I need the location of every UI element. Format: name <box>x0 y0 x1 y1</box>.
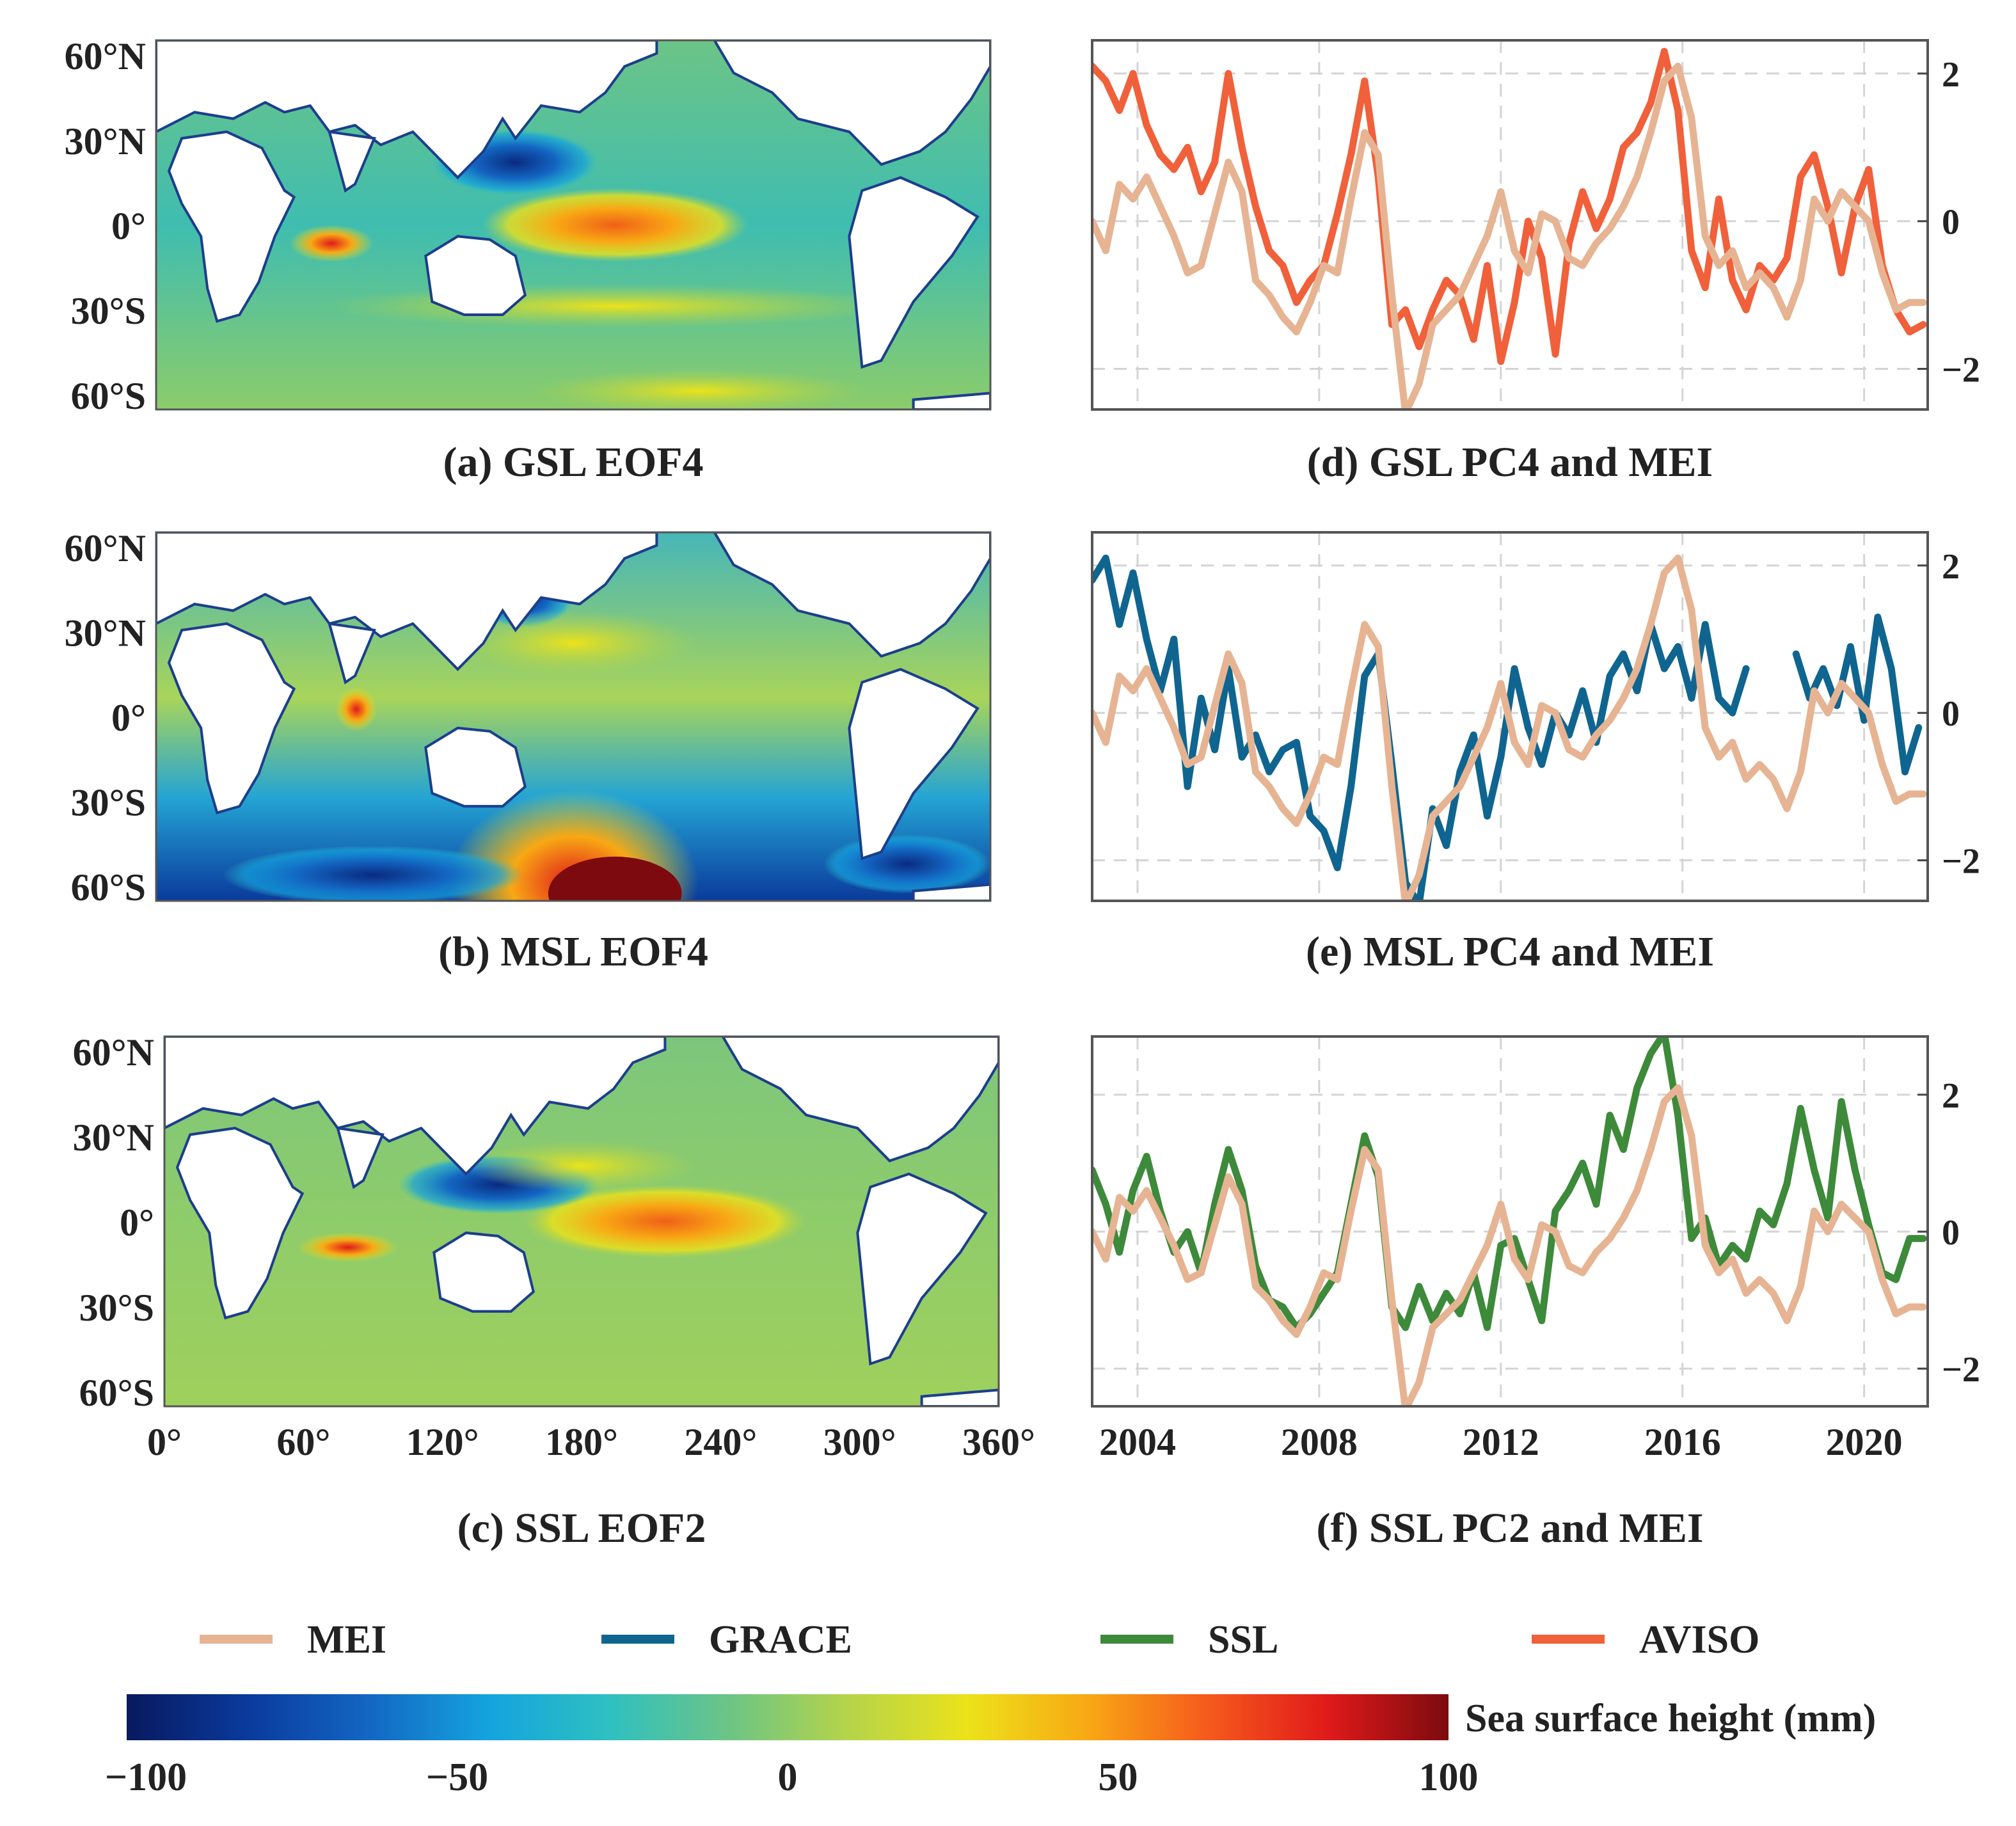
lat-tick-label: 30°N <box>65 612 146 655</box>
x-tick-label: 2020 <box>1826 1421 1903 1463</box>
lat-tick-label: 60°S <box>79 1372 154 1414</box>
colorbar-label: Sea surface height (mm) <box>1465 1697 1876 1740</box>
lat-tick-label: 0° <box>120 1202 154 1244</box>
plot-frame <box>1091 1035 1929 1408</box>
lat-tick-label: 0° <box>111 205 146 248</box>
chart-panel-e: 2 0 −2 (e) MSL PC4 and MEI <box>1091 531 1980 975</box>
lon-tick-label: 60° <box>276 1421 330 1463</box>
lat-tick-label: 0° <box>111 697 146 739</box>
map-frame <box>163 1035 1000 1408</box>
legend-label: SSL <box>1208 1618 1278 1662</box>
southern-band <box>322 283 907 329</box>
series-group <box>1092 1036 1927 1406</box>
series-line-mei <box>1092 62 1927 409</box>
chart-caption: (d) GSL PC4 and MEI <box>1307 439 1713 486</box>
y-tick-label: 0 <box>1942 694 1960 734</box>
x-tick-label: 2012 <box>1463 1421 1539 1463</box>
map-field <box>156 532 990 901</box>
lat-tick-label: 60°N <box>65 527 146 569</box>
lon-tick-label: 240° <box>684 1421 757 1463</box>
legend-item-mei: MEI <box>200 1618 386 1662</box>
plot-area <box>1092 1036 1928 1406</box>
cool-anomaly-south-atlantic <box>823 834 990 894</box>
lat-tick-label: 60°S <box>71 866 146 909</box>
y-tick-label: −2 <box>1942 1350 1980 1390</box>
series-line-aviso <box>1092 47 1927 365</box>
cool-anomaly-southern-indian <box>223 845 523 901</box>
colorbar-tick-label: 0 <box>778 1756 798 1799</box>
lat-tick-label: 30°S <box>71 290 146 332</box>
lat-tick-label: 30°S <box>71 781 146 823</box>
colorbar <box>127 1694 1449 1740</box>
map-panel-a: 60°N 30°N 0° 30°S 60°S (a) GSL EOF4 <box>65 35 992 486</box>
y-tick-label: 2 <box>1942 1076 1960 1116</box>
map-frame <box>155 39 992 411</box>
map-panel-b: 60°N 30°N 0° 30°S 60°S (b) MSL EOF4 <box>65 527 992 975</box>
x-tick-label: 2008 <box>1281 1421 1358 1463</box>
colorbar-tick-label: 50 <box>1099 1756 1138 1799</box>
legend-item-aviso: AVISO <box>1532 1618 1759 1662</box>
y-tick-label: −2 <box>1942 842 1980 882</box>
map-frame <box>155 531 992 902</box>
lon-tick-label: 360° <box>962 1421 1035 1463</box>
lon-tick-label: 120° <box>406 1421 479 1463</box>
warm-anomaly-pacific <box>523 1184 807 1258</box>
series-group <box>1092 47 1927 409</box>
lat-tick-label: 30°N <box>73 1116 154 1159</box>
map-caption: (c) SSL EOF2 <box>457 1505 706 1552</box>
lon-tick-label: 0° <box>147 1421 182 1463</box>
chart-caption: (f) SSL PC2 and MEI <box>1316 1505 1703 1552</box>
yellow-band-north <box>448 609 699 676</box>
series-line-mei <box>1092 1084 1927 1406</box>
southern-ocean-band <box>531 369 866 409</box>
colorbar-tick-label: −50 <box>426 1756 488 1799</box>
lat-tick-label: 60°S <box>71 375 146 417</box>
map-caption: (b) MSL EOF4 <box>438 928 708 975</box>
x-tick-label: 2016 <box>1644 1421 1721 1463</box>
colorbar-tick-label: −100 <box>105 1756 187 1799</box>
strong-warm-core <box>548 856 682 901</box>
legend-label: GRACE <box>709 1618 852 1662</box>
lon-tick-label: 180° <box>545 1421 618 1463</box>
lat-tick-label: 30°N <box>65 120 146 163</box>
map-field <box>156 40 990 409</box>
legend-label: AVISO <box>1639 1618 1759 1662</box>
series-line-mei <box>1092 554 1927 901</box>
y-tick-label: 0 <box>1942 1213 1960 1253</box>
legend-label: MEI <box>307 1618 386 1662</box>
map-caption: (a) GSL EOF4 <box>443 439 703 486</box>
colorbar-tick-label: 100 <box>1419 1756 1479 1799</box>
chart-panel-d: 2 0 −2 (d) GSL PC4 and MEI <box>1091 39 1980 486</box>
lon-tick-label: 300° <box>823 1421 896 1463</box>
legend-item-grace: GRACE <box>601 1618 852 1662</box>
lat-tick-label: 60°N <box>73 1031 154 1074</box>
lat-tick-label: 30°S <box>79 1287 154 1329</box>
chart-panel-f: 2 0 −2 2004 2008 2012 2016 2020 (f) SSL PC2 and … <box>1091 1035 1980 1552</box>
map-panel-c: 60°N 30°N 0° 30°S 60°S 0° 60° 120° 180° 240° 300° 3… <box>73 1031 1035 1552</box>
y-tick-label: −2 <box>1942 351 1980 390</box>
yellow-band-north <box>464 1139 699 1192</box>
y-tick-label: 0 <box>1942 203 1960 242</box>
warm-anomaly-indian-ocean <box>289 225 374 262</box>
series-group <box>1092 554 1927 901</box>
chart-caption: (e) MSL PC4 and MEI <box>1306 928 1714 975</box>
map-field <box>164 1036 999 1406</box>
x-tick-label: 2004 <box>1099 1421 1176 1463</box>
warm-anomaly-indian-ocean <box>298 1232 399 1262</box>
series-line-grace <box>1092 554 1923 901</box>
lat-tick-label: 60°N <box>65 35 146 77</box>
warm-spot-indonesia <box>335 687 377 732</box>
legend-item-ssl: SSL <box>1100 1618 1278 1662</box>
y-tick-label: 2 <box>1942 547 1960 587</box>
y-tick-label: 2 <box>1942 55 1960 95</box>
warm-anomaly-pacific <box>481 187 749 262</box>
plot-frame <box>1091 531 1929 902</box>
plot-frame <box>1091 39 1929 411</box>
